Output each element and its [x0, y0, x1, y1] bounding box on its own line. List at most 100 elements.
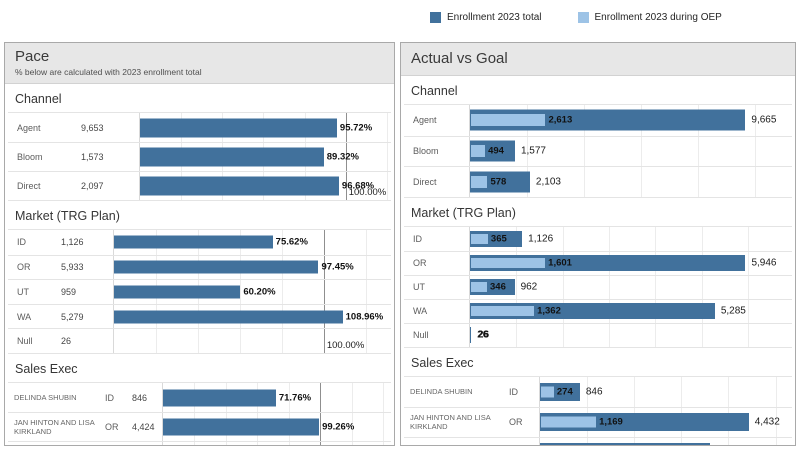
gridline: [728, 376, 730, 445]
pace-bar[interactable]: [163, 418, 320, 436]
pace-bar[interactable]: [140, 147, 324, 167]
oep-bar[interactable]: [471, 114, 546, 127]
bar-plot: 365 1,126: [470, 227, 792, 251]
row-name-label: JAN HINTON AND LISA KIRKLAND: [14, 418, 95, 436]
bar-plot: 346 962: [470, 276, 792, 299]
legend-item-oep[interactable]: Enrollment 2023 during OEP: [577, 12, 722, 23]
total-value-label: 1,577: [520, 145, 546, 157]
bar-row: JAN HINTON AND LISA KIRKLAND OR 1,169 4,432: [404, 406, 792, 437]
total-value-label: 26: [477, 329, 489, 341]
gridline: [754, 105, 756, 197]
row-state-label: ID: [509, 386, 518, 397]
row-label-box: JENNIFER BENNETT AND OPEN (WAWA3,598: [8, 442, 163, 445]
row-label-label: OR: [17, 262, 31, 273]
row-name-label: DELINDA SHUBIN: [14, 393, 77, 402]
row-label-box: ID: [404, 226, 470, 251]
bar-plot: 71.76%: [163, 383, 391, 412]
row-label-box: Bloom: [404, 136, 470, 166]
bar-plot: 97.45%: [114, 256, 391, 280]
section-title: Channel: [411, 84, 458, 98]
pace-bar[interactable]: [114, 235, 273, 249]
pct-label: 89.32%: [326, 151, 359, 163]
total-bar[interactable]: [540, 443, 710, 445]
chart-section: Channel 100.00% Agent 9,653 95.72% Bloom 1,573…: [5, 84, 394, 201]
oep-bar[interactable]: [471, 233, 488, 244]
gridline: [655, 226, 657, 347]
actual-panel-header: Actual vs Goal: [401, 43, 795, 76]
section-title: Market (TRG Plan): [15, 209, 120, 223]
row-value-label: 5,279: [61, 311, 84, 322]
total-value-label: 4,432: [754, 416, 780, 428]
pace-bar[interactable]: [114, 310, 343, 324]
bar-chart: DELINDA SHUBIN ID 846 71.76% JAN HINTON AND …: [8, 382, 391, 445]
bar-plot: 2,613 9,665: [470, 105, 792, 136]
oep-value-label: 578: [490, 176, 507, 188]
oep-bar[interactable]: [471, 175, 488, 188]
gridline: [701, 226, 703, 347]
pace-bar[interactable]: [140, 176, 339, 196]
bar-row: OR 5,933 97.45%: [8, 254, 391, 280]
total-value-label: 9,665: [751, 114, 777, 126]
legend-item-total[interactable]: Enrollment 2023 total: [430, 12, 542, 23]
bar-chart: DELINDA SHUBIN ID 274 846 JAN HINTON AND LIS…: [404, 375, 792, 445]
total-bar[interactable]: [470, 327, 472, 343]
oep-bar[interactable]: [541, 416, 597, 428]
bar-plot: 1,169 4,432: [540, 408, 792, 437]
row-state-label: ID: [105, 392, 114, 403]
row-label-box: OR: [404, 251, 470, 275]
gridline: [640, 105, 642, 197]
row-label-box: ID 1,126: [8, 230, 114, 255]
row-label-label: Bloom: [413, 146, 439, 157]
bar-plot: 96.68%: [140, 172, 391, 200]
oep-bar[interactable]: [541, 386, 554, 397]
row-label-box: Agent: [404, 105, 470, 136]
row-name-label: DELINDA SHUBIN: [410, 387, 473, 396]
bar-plot: 89.32%: [140, 143, 391, 171]
actual-panel-title: Actual vs Goal: [411, 50, 508, 67]
bar-row: WA 5,279 108.96%: [8, 303, 391, 329]
bar-plot: 1,601 5,946: [470, 252, 792, 275]
legend-label-total: Enrollment 2023 total: [447, 12, 542, 23]
pace-bar[interactable]: [114, 260, 319, 274]
gridline: [747, 226, 749, 347]
pace-bar[interactable]: [163, 389, 276, 406]
row-label-box: UT: [404, 275, 470, 299]
bar-row: UT 959 60.20%: [8, 279, 391, 304]
oep-bar[interactable]: [471, 282, 488, 292]
gridline: [587, 376, 589, 445]
row-value-label: 4,424: [132, 422, 155, 432]
row-label-box: WA 5,279: [8, 304, 114, 329]
gridline: [257, 383, 259, 445]
row-label-label: Agent: [413, 115, 437, 126]
pct-label: 71.76%: [278, 392, 312, 403]
row-label-label: UT: [17, 286, 29, 297]
pace-panel-subtitle: % below are calculated with 2023 enrollm…: [15, 67, 202, 77]
row-label-box: DELINDA SHUBIN ID 846: [8, 383, 163, 412]
total-value-label: 962: [520, 281, 538, 293]
oep-bar[interactable]: [471, 306, 535, 316]
row-label-box: WA: [404, 299, 470, 323]
gridline: [516, 226, 518, 347]
pace-bar[interactable]: [114, 285, 241, 299]
total-value-label: 1,126: [528, 233, 554, 244]
oep-value-label: 1,362: [537, 305, 561, 317]
bar-plot: 108.96%: [114, 305, 391, 329]
bar-row: JAN HINTON AND LISA KIRKLAND OR 4,424 99.26…: [8, 412, 391, 441]
gridline: [583, 105, 585, 197]
row-label-box: Agent 9,653: [8, 113, 140, 142]
oep-value-label: 274: [556, 386, 573, 397]
oep-bar[interactable]: [471, 258, 546, 268]
bar-chart: ID 365 1,126 OR 1,601 5,946 UT 346 962 WA 1,362 5,2…: [404, 225, 792, 348]
oep-value-label: 1,601: [548, 257, 572, 269]
row-label-box: UT 959: [8, 280, 114, 304]
section-title: Channel: [15, 92, 62, 106]
bar-row: Bloom 494 1,577: [404, 135, 792, 167]
row-label-box: JENNIFER BENNETT AND OPEN (WAWA: [404, 437, 540, 445]
row-label-box: Direct: [404, 167, 470, 197]
total-value-label: 2,103: [535, 176, 561, 188]
row-label-label: Direct: [413, 176, 437, 187]
bar-plot: 494 1,577: [470, 137, 792, 167]
pace-bar[interactable]: [140, 118, 337, 137]
row-label-label: UT: [413, 282, 425, 292]
oep-bar[interactable]: [471, 145, 486, 158]
